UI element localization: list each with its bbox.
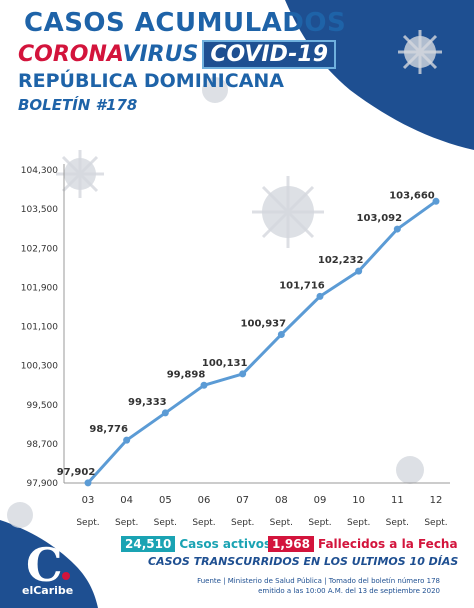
data-point — [161, 409, 169, 417]
bulletin-number: BOLETÍN #178 — [18, 96, 138, 114]
x-tick-sublabel: Sept. — [76, 518, 99, 528]
y-tick-label: 99,500 — [27, 401, 59, 411]
data-label: 99,898 — [167, 369, 206, 380]
x-tick-sublabel: Sept. — [154, 518, 177, 528]
x-tick-label: 10 — [352, 495, 365, 506]
x-tick-label: 09 — [314, 495, 327, 506]
logo-dot — [62, 572, 70, 580]
data-label: 98,776 — [89, 424, 128, 435]
x-tick-label: 07 — [236, 495, 249, 506]
data-label: 100,131 — [202, 358, 248, 369]
y-tick-label: 97,900 — [27, 479, 59, 489]
legend-deaths: 1,968 Fallecidos a la Fecha — [268, 536, 458, 552]
active-cases-value: 24,510 — [121, 536, 176, 552]
data-label: 101,716 — [279, 280, 325, 291]
footer-wave — [0, 520, 98, 608]
x-tick-sublabel: Sept. — [270, 518, 293, 528]
elcaribe-logo: C elCaribe — [20, 542, 76, 598]
legend-active-cases: 24,510 Casos activos — [121, 536, 271, 552]
data-point — [239, 370, 247, 378]
data-point — [432, 197, 440, 205]
title-country: REPÚBLICA DOMINICANA — [18, 70, 285, 92]
active-cases-label: Casos activos — [179, 537, 272, 551]
data-point — [393, 225, 401, 233]
data-label: 103,660 — [389, 190, 435, 201]
x-tick-sublabel: Sept. — [347, 518, 370, 528]
x-tick-sublabel: Sept. — [424, 518, 447, 528]
data-point — [355, 267, 363, 275]
y-tick-label: 102,700 — [21, 244, 58, 254]
data-label: 103,092 — [357, 213, 403, 224]
chart-subtitle: CASOS TRANSCURRIDOS EN LOS ULTIMOS 10 DÍ… — [148, 555, 459, 568]
data-label: 100,937 — [241, 318, 287, 329]
x-tick-label: 08 — [275, 495, 288, 506]
y-tick-label: 103,500 — [21, 205, 58, 215]
x-tick-sublabel: Sept. — [308, 518, 331, 528]
title-covid-badge: COVID-19 — [202, 40, 337, 69]
data-label: 102,232 — [318, 255, 364, 266]
data-point — [277, 330, 285, 338]
y-tick-label: 104,300 — [21, 166, 58, 176]
data-point — [123, 436, 131, 444]
data-label: 99,333 — [128, 397, 167, 408]
logo-text: elCaribe — [22, 584, 74, 597]
title-line2: CORONAVIRUS COVID-19 — [18, 40, 337, 69]
data-point — [84, 479, 92, 487]
source-note: Fuente | Ministerio de Salud Pública | T… — [197, 577, 440, 595]
data-point — [200, 381, 208, 389]
x-tick-sublabel: Sept. — [192, 518, 215, 528]
x-tick-label: 03 — [82, 495, 95, 506]
y-tick-label: 101,100 — [21, 323, 58, 333]
title-line1: CASOS ACUMULADOS — [24, 8, 347, 38]
x-tick-sublabel: Sept. — [386, 518, 409, 528]
x-tick-label: 05 — [159, 495, 172, 506]
x-tick-label: 11 — [391, 495, 404, 506]
title-virus: VIRUS — [122, 42, 199, 67]
logo-letter: C — [26, 538, 63, 592]
y-tick-label: 100,300 — [21, 362, 58, 372]
title-corona: CORONA — [18, 42, 123, 67]
x-tick-label: 06 — [198, 495, 211, 506]
deaths-value: 1,968 — [268, 536, 314, 552]
x-tick-label: 12 — [430, 495, 443, 506]
deaths-label: Fallecidos a la Fecha — [317, 537, 458, 551]
y-tick-label: 101,900 — [21, 283, 58, 293]
x-tick-sublabel: Sept. — [115, 518, 138, 528]
line-chart: 97,900 98,700 99,500 100,300 101,100 101,900 1… — [21, 164, 450, 528]
y-tick-label: 98,700 — [27, 440, 59, 450]
series-line — [86, 200, 437, 484]
data-point — [316, 292, 324, 300]
x-tick-sublabel: Sept. — [231, 518, 254, 528]
data-label: 97,902 — [57, 467, 96, 478]
x-tick-label: 04 — [120, 495, 133, 506]
